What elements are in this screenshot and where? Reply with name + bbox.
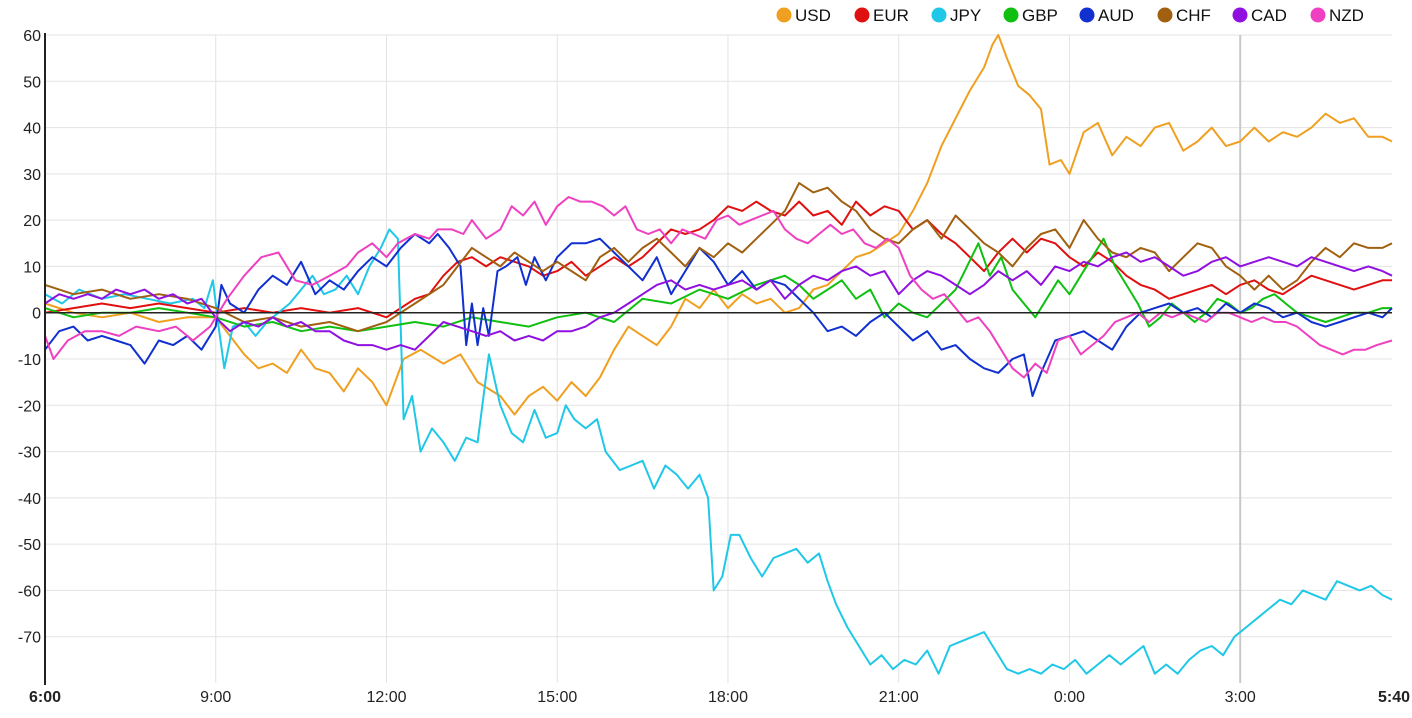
legend-label-usd: USD — [795, 6, 831, 25]
x-tick-label: 6:00 — [29, 689, 61, 706]
legend-marker-usd — [776, 7, 792, 23]
y-tick-label: -10 — [18, 352, 41, 369]
y-tick-label: -40 — [18, 491, 41, 508]
legend: USD EUR JPY GBP AUD CHF CAD NZD — [776, 6, 1364, 25]
legend-marker-gbp — [1003, 7, 1019, 23]
legend-label-gbp: GBP — [1022, 6, 1058, 25]
x-tick-label: 9:00 — [200, 689, 231, 706]
y-tick-label: 50 — [23, 74, 41, 91]
y-tick-label: -50 — [18, 537, 41, 554]
series-line-jpy — [44, 228, 1393, 675]
x-tick-label: 18:00 — [708, 689, 748, 706]
x-tick-label: 15:00 — [537, 689, 577, 706]
series-line-aud — [44, 233, 1393, 397]
legend-marker-nzd — [1310, 7, 1326, 23]
legend-label-eur: EUR — [873, 6, 909, 25]
x-tick-label: 0:00 — [1054, 689, 1085, 706]
legend-label-aud: AUD — [1098, 6, 1134, 25]
legend-label-jpy: JPY — [950, 6, 981, 25]
y-tick-label: 30 — [23, 167, 41, 184]
y-tick-label: -70 — [18, 630, 41, 647]
legend-marker-jpy — [931, 7, 947, 23]
y-tick-label: -30 — [18, 445, 41, 462]
y-tick-label: 20 — [23, 213, 41, 230]
legend-label-nzd: NZD — [1329, 6, 1364, 25]
series-line-cad — [44, 251, 1393, 351]
legend-marker-cad — [1232, 7, 1248, 23]
y-tick-label: 40 — [23, 121, 41, 138]
series-lines — [44, 34, 1393, 675]
x-tick-label: 12:00 — [366, 689, 406, 706]
legend-label-chf: CHF — [1176, 6, 1211, 25]
grid — [45, 34, 1392, 683]
series-line-chf — [44, 182, 1393, 333]
series-line-eur — [44, 200, 1392, 319]
legend-marker-aud — [1079, 7, 1095, 23]
x-tick-label: 5:40 — [1378, 689, 1410, 706]
y-tick-label: 10 — [23, 259, 41, 276]
y-tick-label: -20 — [18, 398, 41, 415]
y-tick-label: 60 — [23, 28, 41, 45]
x-tick-label: 3:00 — [1225, 689, 1256, 706]
legend-label-cad: CAD — [1251, 6, 1287, 25]
axes: 60 50 40 30 20 10 0 -10 -20 -30 -40 -50 -60 -70 6:00 9:… — [18, 28, 1410, 706]
y-tick-label: -60 — [18, 583, 41, 600]
legend-marker-eur — [854, 7, 870, 23]
x-tick-label: 21:00 — [879, 689, 919, 706]
legend-marker-chf — [1157, 7, 1173, 23]
y-tick-label: 0 — [32, 306, 41, 323]
series-line-usd — [44, 34, 1393, 416]
